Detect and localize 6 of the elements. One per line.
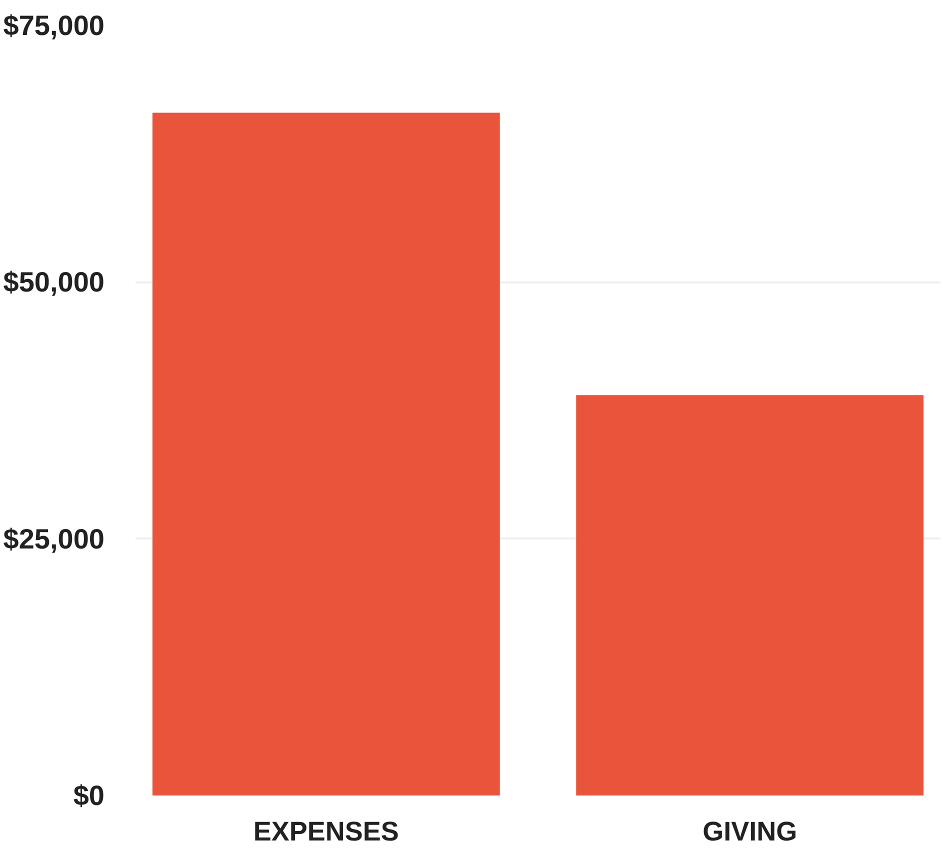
y-tick-label: $25,000	[3, 523, 105, 554]
y-tick-label: $50,000	[3, 266, 105, 298]
y-tick-label: $0	[73, 780, 105, 811]
x-tick-label: EXPENSES	[253, 816, 399, 846]
y-tick-label: $75,000	[3, 10, 105, 41]
x-tick-label: GIVING	[702, 816, 798, 846]
